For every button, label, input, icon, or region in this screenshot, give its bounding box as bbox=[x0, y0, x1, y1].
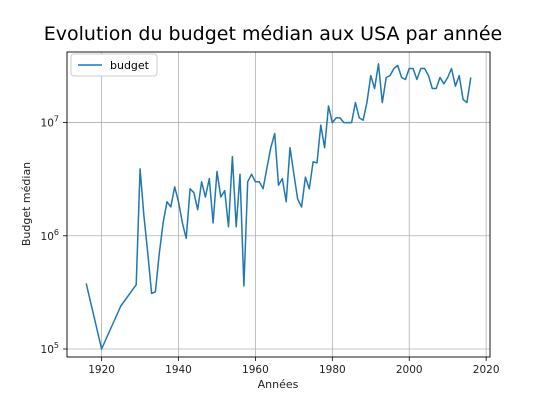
x-tick-label: 1920 bbox=[88, 364, 115, 376]
y-tick-label: 106 bbox=[41, 228, 59, 243]
y-axis-label: Budget médian bbox=[20, 162, 33, 246]
y-tick-base: 10 bbox=[41, 344, 54, 356]
y-tick-base: 10 bbox=[41, 231, 54, 243]
x-tick-label: 1980 bbox=[319, 364, 346, 376]
legend-label-budget: budget bbox=[110, 59, 150, 72]
grid-lines bbox=[67, 52, 490, 357]
y-tick-label: 105 bbox=[41, 341, 59, 356]
x-tick-label: 2020 bbox=[473, 364, 500, 376]
y-tick-exponent: 6 bbox=[54, 228, 59, 237]
plot-area bbox=[86, 64, 471, 349]
plot-frame bbox=[67, 52, 490, 357]
x-tick-label: 1960 bbox=[242, 364, 269, 376]
y-tick-base: 10 bbox=[41, 118, 54, 130]
x-axis-label: Années bbox=[258, 378, 299, 391]
chart-title: Evolution du budget médian aux USA par a… bbox=[44, 23, 502, 45]
x-tick-label: 2000 bbox=[396, 364, 423, 376]
y-tick-exponent: 5 bbox=[54, 341, 59, 350]
series-line-budget bbox=[86, 64, 471, 349]
y-tick-label: 107 bbox=[41, 115, 59, 130]
y-tick-exponent: 7 bbox=[54, 115, 59, 124]
x-tick-label: 1940 bbox=[165, 364, 192, 376]
legend: budget bbox=[71, 54, 157, 76]
x-axis: 1920 1940 1960 1980 2000 2020 bbox=[88, 357, 499, 376]
